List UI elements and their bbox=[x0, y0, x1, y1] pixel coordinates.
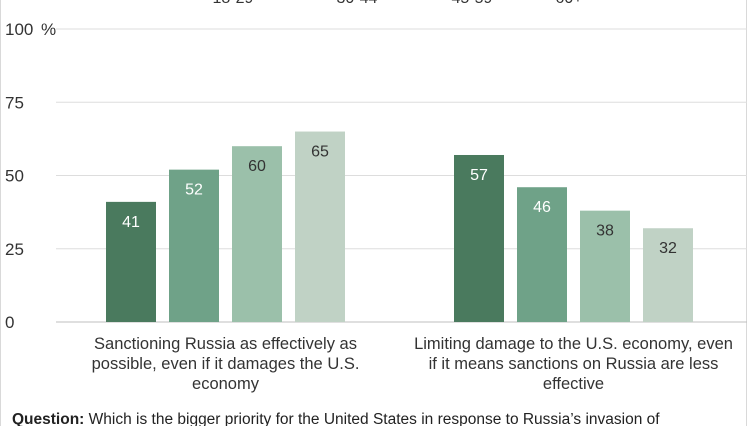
data-label-30-44-0: 52 bbox=[185, 182, 203, 199]
data-label-18-29-0: 41 bbox=[122, 214, 140, 231]
category-label-line: effective bbox=[543, 375, 604, 393]
bar-45-59-1 bbox=[580, 210, 630, 322]
category-label-0: Sanctioning Russia as effectively as poss… bbox=[92, 335, 360, 393]
data-label-45-59-0: 60 bbox=[248, 158, 266, 175]
category-label-line: Limiting damage to the U.S. economy, eve… bbox=[414, 335, 733, 353]
category-label-line: if it means sanctions on Russia are less bbox=[429, 355, 719, 373]
category-label-line: possible, even if it damages the U.S. bbox=[92, 355, 360, 373]
category-label-line: Sanctioning Russia as effectively as bbox=[94, 335, 357, 353]
data-label-18-29-1: 57 bbox=[470, 167, 488, 184]
y-tick-label-75: 75 bbox=[5, 93, 24, 112]
bar-45-59-0 bbox=[232, 146, 282, 322]
data-labels: 41 57 52 46 60 38 65 32 bbox=[122, 144, 677, 258]
legend-entry-60+: 60+ bbox=[555, 0, 582, 7]
y-tick-label-100: 100 bbox=[5, 20, 33, 39]
bar-60+-0 bbox=[295, 131, 345, 322]
bar-60+-1 bbox=[643, 228, 693, 322]
bar-18-29-0 bbox=[106, 201, 156, 322]
y-axis: 0 25 50 75 100% bbox=[5, 20, 56, 332]
data-label-45-59-1: 38 bbox=[596, 223, 614, 240]
data-label-30-44-1: 46 bbox=[533, 199, 551, 216]
y-tick-label-0: 0 bbox=[5, 313, 14, 332]
y-unit-label: % bbox=[41, 20, 56, 39]
legend-entry-30-44: 30-44 bbox=[337, 0, 378, 7]
question-note: Question: Which is the bigger priority f… bbox=[12, 410, 742, 426]
y-tick-label-25: 25 bbox=[5, 240, 24, 259]
y-tick-label-50: 50 bbox=[5, 167, 24, 186]
data-label-60+-1: 32 bbox=[659, 240, 677, 257]
question-text: Which is the bigger priority for the Uni… bbox=[88, 411, 660, 426]
bar-18-29-1 bbox=[454, 154, 504, 322]
category-label-1: Limiting damage to the U.S. economy, eve… bbox=[414, 335, 733, 393]
category-label-line: economy bbox=[192, 375, 260, 393]
question-label: Question: bbox=[12, 411, 85, 426]
bar-30-44-1 bbox=[517, 187, 567, 322]
legend-entry-45-59: 45-59 bbox=[452, 0, 493, 7]
legend: 18-29 30-44 45-59 60+ bbox=[213, 0, 583, 7]
bar-30-44-0 bbox=[169, 169, 219, 322]
legend-entry-18-29: 18-29 bbox=[213, 0, 254, 7]
bars bbox=[106, 131, 693, 322]
data-label-60+-0: 65 bbox=[311, 144, 329, 161]
x-axis: Sanctioning Russia as effectively as poss… bbox=[92, 335, 733, 393]
